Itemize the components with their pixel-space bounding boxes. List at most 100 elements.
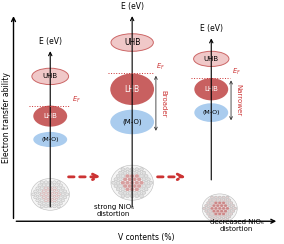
Circle shape [214, 213, 218, 215]
Circle shape [144, 174, 148, 178]
Circle shape [218, 196, 221, 199]
Circle shape [65, 193, 69, 196]
Circle shape [116, 181, 120, 184]
Circle shape [208, 215, 212, 218]
Circle shape [63, 196, 67, 199]
Circle shape [51, 196, 54, 199]
Circle shape [208, 199, 212, 202]
Circle shape [224, 199, 227, 202]
Ellipse shape [111, 34, 153, 51]
Text: LHB: LHB [204, 86, 218, 92]
Circle shape [144, 181, 148, 184]
Circle shape [38, 202, 41, 205]
Circle shape [42, 190, 46, 193]
Circle shape [55, 190, 58, 193]
Circle shape [135, 181, 139, 184]
Circle shape [133, 191, 136, 194]
Circle shape [214, 202, 218, 204]
Circle shape [142, 178, 146, 181]
Circle shape [222, 202, 225, 204]
Circle shape [203, 207, 206, 210]
Circle shape [42, 184, 46, 187]
Circle shape [214, 218, 218, 221]
Circle shape [116, 174, 120, 178]
Circle shape [128, 184, 132, 188]
Circle shape [135, 188, 139, 191]
Circle shape [128, 178, 132, 181]
Circle shape [119, 178, 122, 181]
Ellipse shape [194, 51, 229, 66]
Text: UHB: UHB [204, 56, 219, 62]
Circle shape [55, 202, 58, 205]
Circle shape [51, 184, 54, 187]
Circle shape [226, 207, 229, 210]
Text: (M-O): (M-O) [41, 137, 59, 142]
Circle shape [142, 171, 146, 174]
Circle shape [230, 207, 233, 210]
Circle shape [112, 181, 115, 184]
Circle shape [208, 204, 212, 207]
Circle shape [123, 184, 127, 188]
Circle shape [63, 190, 67, 193]
Circle shape [206, 207, 210, 210]
Circle shape [220, 204, 223, 207]
Circle shape [228, 215, 231, 218]
Text: UHB: UHB [43, 73, 58, 79]
Text: (M-O): (M-O) [202, 110, 220, 115]
Circle shape [61, 187, 65, 190]
Circle shape [49, 187, 52, 190]
Circle shape [212, 204, 216, 207]
Circle shape [121, 168, 125, 171]
Circle shape [210, 207, 214, 210]
Circle shape [222, 207, 225, 210]
Circle shape [212, 215, 216, 218]
Circle shape [57, 205, 60, 208]
Circle shape [55, 184, 58, 187]
Circle shape [128, 191, 132, 194]
Circle shape [57, 187, 60, 190]
Text: V contents (%): V contents (%) [118, 233, 175, 242]
Circle shape [130, 188, 134, 191]
Text: E (eV): E (eV) [200, 24, 223, 33]
Circle shape [139, 174, 143, 178]
Circle shape [232, 210, 235, 213]
Circle shape [46, 196, 50, 199]
Circle shape [59, 190, 62, 193]
Circle shape [36, 187, 39, 190]
Circle shape [40, 199, 43, 202]
Circle shape [144, 188, 148, 191]
Circle shape [210, 218, 214, 221]
Circle shape [147, 178, 151, 181]
Circle shape [53, 199, 56, 202]
Circle shape [40, 205, 43, 208]
Circle shape [228, 210, 231, 213]
Circle shape [222, 196, 225, 199]
Circle shape [224, 215, 227, 218]
Circle shape [137, 171, 141, 174]
Circle shape [44, 205, 48, 208]
Circle shape [212, 199, 216, 202]
Circle shape [119, 171, 122, 174]
Circle shape [214, 207, 218, 210]
Circle shape [218, 218, 221, 221]
Circle shape [220, 210, 223, 213]
Circle shape [36, 199, 39, 202]
Circle shape [119, 191, 122, 194]
Ellipse shape [33, 106, 67, 127]
Circle shape [216, 199, 219, 202]
Circle shape [133, 184, 136, 188]
Circle shape [121, 181, 125, 184]
Circle shape [226, 202, 229, 204]
Circle shape [218, 207, 221, 210]
Circle shape [216, 204, 219, 207]
Circle shape [216, 210, 219, 213]
Circle shape [116, 188, 120, 191]
Circle shape [210, 213, 214, 215]
Circle shape [139, 168, 143, 171]
Circle shape [149, 181, 153, 184]
Circle shape [51, 202, 54, 205]
Circle shape [126, 194, 130, 198]
Circle shape [210, 202, 214, 204]
Circle shape [119, 184, 122, 188]
Ellipse shape [194, 103, 228, 122]
